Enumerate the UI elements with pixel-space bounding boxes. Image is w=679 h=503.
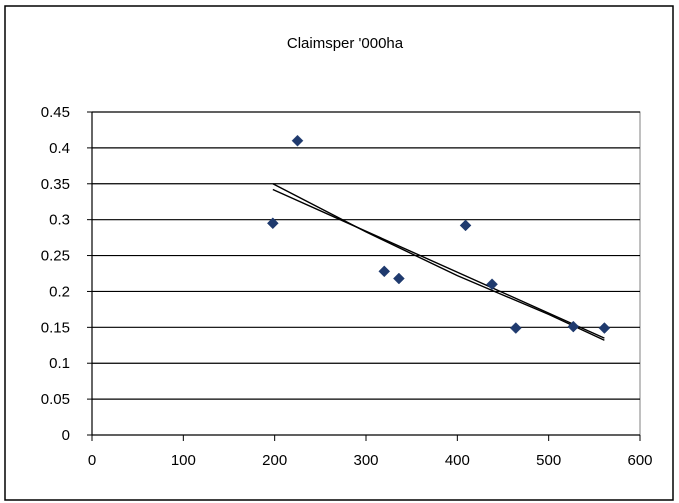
y-tick-label: 0.3 bbox=[49, 212, 70, 229]
data-point bbox=[598, 322, 611, 334]
x-tick-label: 600 bbox=[627, 452, 652, 469]
trendlines bbox=[272, 183, 605, 341]
data-point bbox=[266, 217, 279, 230]
x-axis-tick-labels: 0 100 200 300 400 500 600 bbox=[88, 452, 653, 469]
x-tick-label: 200 bbox=[262, 452, 287, 469]
data-point bbox=[378, 265, 391, 278]
x-tick-label: 500 bbox=[536, 452, 561, 469]
data-point bbox=[509, 322, 522, 334]
y-tick-label: 0.15 bbox=[41, 319, 70, 336]
y-tick-label: 0.05 bbox=[41, 391, 70, 408]
data-points bbox=[266, 134, 611, 334]
y-tick-label: 0.25 bbox=[41, 248, 70, 265]
y-tick-label: 0.35 bbox=[41, 176, 70, 193]
data-point bbox=[459, 219, 472, 232]
y-tick-label: 0.2 bbox=[49, 283, 70, 300]
x-tick-label: 100 bbox=[171, 452, 196, 469]
y-axis-tick-labels: 0 0.05 0.1 0.15 0.2 0.25 0.3 0.35 0.4 0.45 bbox=[41, 104, 70, 444]
y-tick-label: 0.1 bbox=[49, 355, 70, 372]
trendline-curved bbox=[272, 183, 605, 341]
trendline-linear bbox=[272, 188, 605, 339]
y-tick-label: 0 bbox=[62, 427, 70, 444]
data-point bbox=[567, 320, 580, 333]
x-tick-label: 300 bbox=[353, 452, 378, 469]
y-tick-label: 0.4 bbox=[49, 140, 70, 157]
plot-area bbox=[91, 111, 641, 436]
x-tick-label: 400 bbox=[445, 452, 470, 469]
data-point bbox=[486, 278, 498, 291]
gridlines bbox=[87, 111, 641, 441]
chart-title: Claimsper '000ha bbox=[287, 35, 404, 52]
data-point bbox=[291, 134, 304, 147]
data-point bbox=[393, 272, 405, 285]
y-tick-label: 0.45 bbox=[41, 104, 70, 121]
x-tick-label: 0 bbox=[88, 452, 96, 469]
